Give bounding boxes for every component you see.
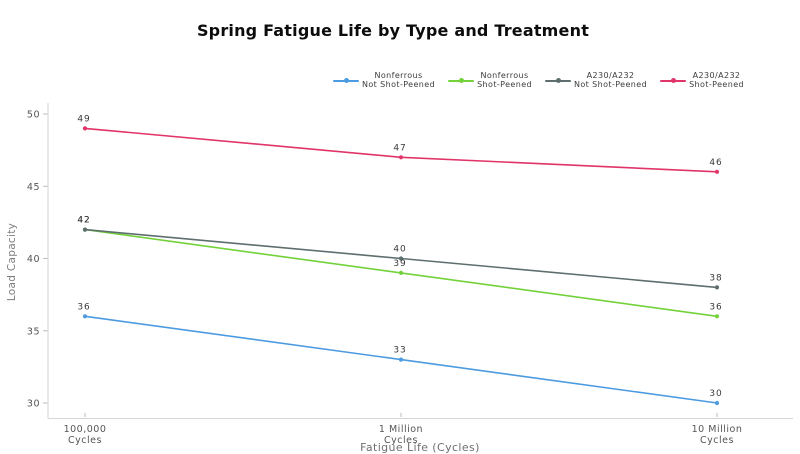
point-value-label: 42 [77,216,90,226]
x-tick-label: 1 Million [379,424,423,435]
legend-item-label: Nonferrous Shot-Peened [477,71,532,89]
point-value-label: 40 [393,245,406,255]
x-axis-title: Fatigue Life (Cycles) [360,441,480,454]
legend-item-label: A230/A232 Not Shot-Peened [574,71,648,89]
legend-item-label: A230/A232 Shot-Peened [689,71,744,89]
legend-item-a230-a232-not-shot-peened[interactable]: A230/A232 Not Shot-Peened [545,71,648,89]
data-point [398,155,404,160]
point-value-label: 42 [77,216,90,226]
point-value-label: 36 [709,302,722,312]
data-point [398,357,404,362]
point-value-label: 46 [709,158,722,168]
x-tick-label: Cycles [700,435,734,446]
y-tick-label: 30 [27,399,40,410]
chart-title: Spring Fatigue Life by Type and Treatmen… [196,21,590,40]
legend-line-marker-icon [545,78,571,83]
point-value-label: 33 [393,346,406,356]
point-value-label: 39 [393,259,406,269]
x-tick-label: Cycles [68,435,102,446]
legend: Nonferrous Not Shot-Peened Nonferrous Shot… [333,71,757,89]
point-value-label: 49 [77,114,90,124]
data-point [398,270,404,275]
y-tick-label: 45 [27,182,40,193]
data-point [714,400,720,406]
data-point [82,126,88,131]
x-tick-label: Cycles [384,435,418,446]
legend-item-nonferrous-shot-peened[interactable]: Nonferrous Shot-Peened [448,71,532,89]
data-point [82,314,88,319]
data-point [714,169,720,174]
x-tick-label: 10 Million [692,424,743,435]
y-tick-label: 35 [27,326,40,337]
legend-line-marker-icon [448,78,475,83]
data-point [714,285,720,290]
legend-item-nonferrous-not-shot-peened[interactable]: Nonferrous Not Shot-Peened [333,71,436,89]
legend-item-label: Nonferrous Not Shot-Peened [362,71,436,89]
point-value-label: 47 [393,143,406,153]
y-tick-label: 40 [27,254,40,265]
y-tick-label: 50 [27,110,40,121]
point-value-label: 38 [709,273,722,283]
x-tick-label: 100,000 [64,424,107,435]
legend-line-marker-icon [660,78,687,83]
point-value-label: 36 [77,302,90,312]
legend-line-marker-icon [333,78,359,83]
data-point [398,256,404,261]
legend-item-a230-a232-shot-peened[interactable]: A230/A232 Shot-Peened [660,71,744,89]
data-point [82,227,88,232]
data-point [714,314,720,319]
point-value-label: 30 [709,389,722,399]
